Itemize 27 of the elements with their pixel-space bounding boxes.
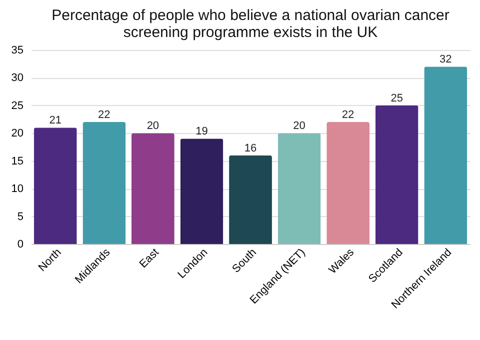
data-label: 21 bbox=[49, 114, 62, 127]
data-label: 25 bbox=[390, 92, 403, 104]
bar bbox=[180, 138, 224, 244]
data-label: 19 bbox=[196, 126, 208, 138]
y-tick-label: 15 bbox=[11, 155, 24, 168]
bar bbox=[229, 155, 272, 244]
data-label: 32 bbox=[439, 54, 452, 66]
data-label: 22 bbox=[98, 109, 110, 122]
chart-title: Percentage of people who believe a national ovarian cancer screening programme exists in the UK bbox=[52, 7, 450, 41]
y-tick-label: 20 bbox=[11, 128, 24, 140]
y-tick-label: 0 bbox=[17, 238, 24, 250]
data-label: 16 bbox=[244, 142, 257, 154]
bar bbox=[34, 128, 77, 244]
y-tick-label: 30 bbox=[11, 72, 24, 84]
data-label: 20 bbox=[293, 120, 306, 132]
bar bbox=[278, 133, 321, 244]
bar bbox=[131, 133, 174, 244]
y-tick-label: 35 bbox=[11, 44, 24, 56]
bar bbox=[82, 122, 126, 244]
y-tick-label: 10 bbox=[11, 183, 24, 196]
bar bbox=[326, 122, 370, 244]
data-label: 22 bbox=[342, 109, 354, 122]
y-tick-label: 5 bbox=[17, 210, 24, 223]
bar bbox=[375, 105, 418, 244]
data-label: 20 bbox=[146, 120, 160, 132]
bar bbox=[424, 66, 468, 244]
y-tick-label: 25 bbox=[11, 100, 24, 112]
